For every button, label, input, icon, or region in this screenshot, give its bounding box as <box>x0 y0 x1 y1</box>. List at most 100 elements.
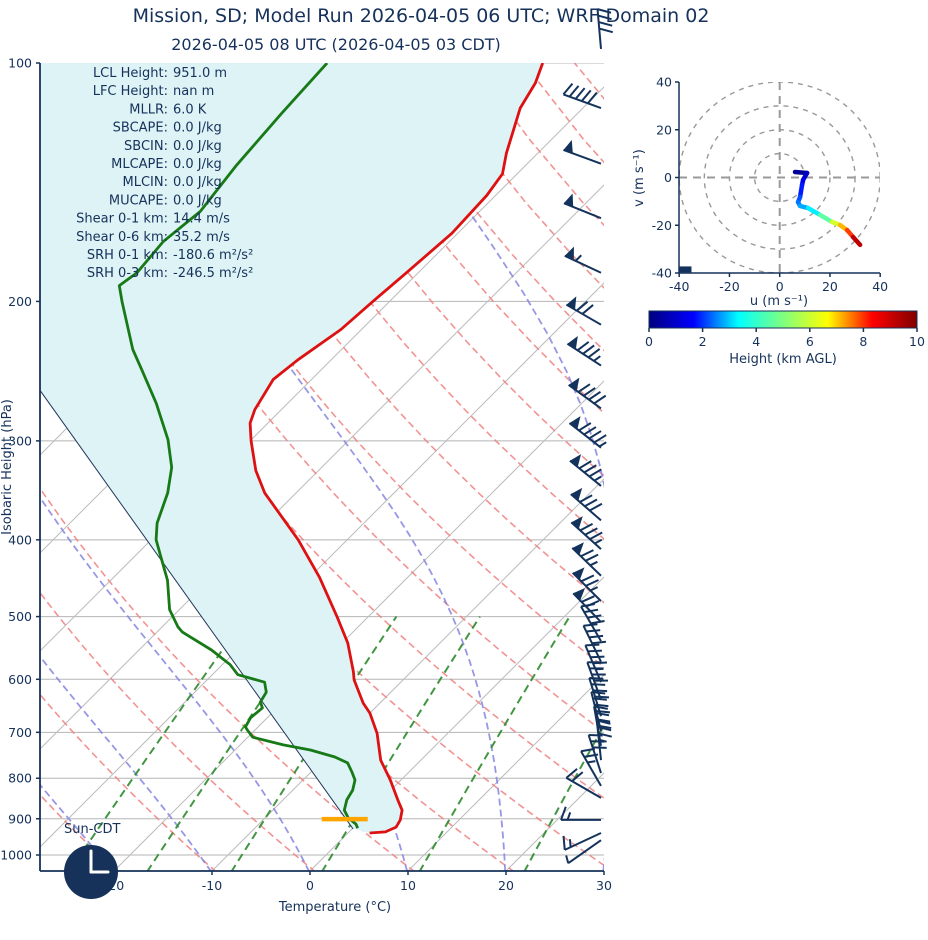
barb-full-feather <box>588 615 602 617</box>
barb-full-feather <box>585 645 599 646</box>
hodograph-v-tick-label: 40 <box>656 75 672 90</box>
pressure-tick-label: 1000 <box>0 848 32 863</box>
barb-pennant <box>564 194 573 207</box>
pressure-tick-label: 200 <box>8 294 32 309</box>
index-label: MUCAPE: <box>109 193 168 208</box>
pressure-tick-label: 900 <box>8 811 32 826</box>
index-label: SRH 0-3 km: <box>87 266 168 281</box>
wind-barb <box>581 749 601 786</box>
index-value: -180.6 m²/s² <box>173 248 253 263</box>
barb-full-feather <box>595 697 609 698</box>
barb-full-feather <box>583 345 594 353</box>
barb-full-feather <box>582 90 591 101</box>
wind-barb <box>564 833 601 850</box>
barb-full-feather <box>589 678 603 679</box>
hodograph-v-tick-label: 0 <box>664 170 672 185</box>
wind-barb <box>569 378 606 409</box>
wind-barb <box>566 296 601 324</box>
barb-full-feather <box>581 749 595 751</box>
moist-adiabat-line <box>702 126 812 871</box>
index-value: 0.0 J/kg <box>173 139 222 154</box>
isotherm-gridline <box>702 63 928 871</box>
wind-barb <box>567 336 601 366</box>
barb-pennant <box>573 567 585 580</box>
hodograph-y-label: v (m s⁻¹) <box>632 149 647 207</box>
barb-full-feather <box>591 621 605 623</box>
index-value: nan m <box>173 84 214 99</box>
y-axis-label: Isobaric Height (hPa) <box>0 399 15 535</box>
hodograph-surface-marker <box>679 266 691 272</box>
wind-barb <box>566 840 601 863</box>
dry-adiabat-line <box>422 63 928 872</box>
mixing-ratio-line <box>636 617 768 872</box>
barb-half-feather <box>588 761 596 762</box>
barb-pennant <box>572 542 584 555</box>
barb-full-feather <box>578 342 589 350</box>
barb-full-feather <box>590 657 604 658</box>
pressure-tick-label: 800 <box>8 771 32 786</box>
barb-full-feather <box>582 305 593 314</box>
colorbar-label: Height (km AGL) <box>729 352 837 367</box>
barb-full-feather <box>586 555 599 561</box>
pressure-tick-label: 500 <box>8 609 32 624</box>
colorbar-tick-label: 8 <box>859 334 867 349</box>
wind-barb <box>569 416 606 448</box>
hodograph-grid <box>679 82 880 273</box>
barb-full-feather <box>594 396 606 404</box>
temperature-tick-label: 0 <box>306 878 314 893</box>
barb-half-feather <box>599 442 606 446</box>
temperature-tick-label: 10 <box>400 878 416 893</box>
index-label: Shear 0-6 km: <box>76 230 168 245</box>
valid-time-subtitle: 2026-04-05 08 UTC (2026-04-05 03 CDT) <box>171 35 501 54</box>
barb-full-feather <box>570 86 579 97</box>
timezone-label: Sun-CDT <box>64 822 121 837</box>
hodograph-u-tick-label: 40 <box>872 279 888 294</box>
barb-pennant <box>571 516 582 529</box>
barb-full-feather <box>591 684 605 685</box>
barb-half-feather <box>594 356 600 361</box>
barb-full-feather <box>588 349 599 357</box>
barb-full-feather <box>593 690 607 691</box>
hodograph-v-tick-label: 20 <box>656 122 672 137</box>
barb-full-feather <box>578 384 590 392</box>
index-label: SBCIN: <box>124 139 168 154</box>
height-colorbar <box>649 311 917 328</box>
index-value: 0.0 J/kg <box>173 193 222 208</box>
pressure-tick-label: 100 <box>8 56 32 71</box>
hodograph-u-tick-label: -40 <box>669 279 689 294</box>
barb-full-feather <box>576 88 585 99</box>
barb-full-feather <box>561 807 566 820</box>
barb-full-feather <box>563 84 572 95</box>
page-title: Mission, SD; Model Run 2026-04-05 06 UTC… <box>133 5 710 27</box>
barb-full-feather <box>585 499 597 506</box>
dry-adiabat-line <box>575 63 928 872</box>
wind-barb-column <box>561 9 613 863</box>
colorbar-tick-label: 6 <box>806 334 814 349</box>
barb-pennant <box>569 416 580 429</box>
wind-barb <box>564 194 601 219</box>
colorbar-tick-label: 10 <box>909 334 925 349</box>
barb-half-feather <box>590 562 597 566</box>
index-value: 35.2 m/s <box>173 230 230 245</box>
barb-full-feather <box>581 550 594 556</box>
colorbar-tick-label: 0 <box>645 334 653 349</box>
temperature-tick-label: 20 <box>498 878 514 893</box>
index-label: LCL Height: <box>93 66 168 81</box>
barb-full-feather <box>588 651 602 652</box>
dry-adiabat-line <box>473 63 928 872</box>
barb-full-feather <box>564 836 565 850</box>
skewt-profiles <box>40 63 543 833</box>
isotherm-gridline <box>604 63 928 871</box>
index-label: SBCAPE: <box>113 121 168 136</box>
barb-pennant <box>570 454 581 467</box>
index-value: 14.4 m/s <box>173 212 230 227</box>
barb-half-feather <box>566 855 568 863</box>
barb-full-feather <box>579 461 591 468</box>
barb-full-feather <box>577 302 588 311</box>
wind-barb <box>561 807 601 820</box>
hodograph-u-tick-label: 0 <box>776 279 784 294</box>
barb-full-feather <box>589 392 601 400</box>
